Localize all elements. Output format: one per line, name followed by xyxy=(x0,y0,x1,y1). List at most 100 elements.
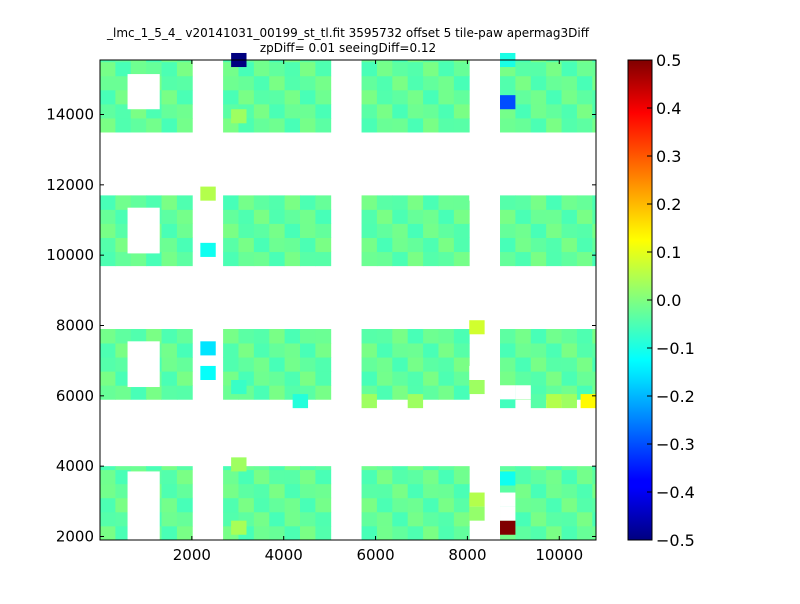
heatmap-cell xyxy=(269,223,286,238)
heatmap-cell xyxy=(546,223,562,238)
heatmap-cell xyxy=(530,329,547,344)
heatmap-cell xyxy=(423,357,439,372)
heatmap-cell xyxy=(392,251,409,267)
heatmap-cell xyxy=(130,466,147,471)
heatmap-cell xyxy=(438,223,455,238)
heatmap-cell xyxy=(376,385,393,400)
heatmap-cell xyxy=(407,89,424,105)
heatmap-cell xyxy=(530,61,547,77)
heatmap-cell xyxy=(423,237,439,253)
heatmap-cell xyxy=(115,343,132,358)
heatmap-cell xyxy=(576,525,593,541)
heatmap-cell xyxy=(130,118,147,133)
heatmap-cell xyxy=(361,497,378,513)
heatmap-cell xyxy=(361,525,378,541)
heatmap-cell xyxy=(592,118,597,133)
heatmap-cell xyxy=(530,75,547,91)
x-tick-label: 10000 xyxy=(535,546,583,564)
heatmap-cell xyxy=(161,61,178,77)
heatmap-cell xyxy=(453,103,470,119)
heatmap-cell xyxy=(146,385,162,400)
heatmap-cell xyxy=(515,483,532,499)
heatmap-cell xyxy=(253,511,270,527)
heatmap-cell xyxy=(453,329,470,344)
heatmap-cell xyxy=(176,329,193,344)
heatmap-cell xyxy=(253,103,270,119)
heatmap-cell xyxy=(376,525,393,541)
heatmap-cell xyxy=(100,118,116,133)
heatmap-cell xyxy=(530,237,547,253)
heatmap-cell xyxy=(392,118,409,133)
heatmap-cell xyxy=(315,483,332,499)
heatmap-cell xyxy=(161,357,178,372)
heatmap-cell xyxy=(161,469,178,485)
heatmap-cell xyxy=(284,75,301,91)
heatmap-cell xyxy=(561,237,578,253)
heatmap-cell-highlight xyxy=(469,380,485,395)
colorbar-tick-label: 0.3 xyxy=(656,147,681,166)
heatmap-cell xyxy=(453,237,470,253)
heatmap-cell xyxy=(438,371,455,386)
empty-cell xyxy=(500,385,516,400)
heatmap-cell xyxy=(315,525,332,541)
heatmap-cell xyxy=(561,118,578,133)
heatmap-cell xyxy=(561,223,578,238)
heatmap-cell xyxy=(115,209,132,224)
heatmap-cell xyxy=(592,89,597,105)
heatmap-cell xyxy=(100,237,116,253)
heatmap-cell xyxy=(300,371,316,386)
heatmap-cell xyxy=(176,237,193,253)
colorbar-axis: 0.5 0.4 0.3 0.2 0.1 0.0 −0.1 −0.2 −0.3 −0.4 −0.5 xyxy=(647,51,695,550)
heatmap-cell xyxy=(423,103,439,119)
heatmap-cell xyxy=(100,343,116,358)
heatmap-cell xyxy=(423,60,439,63)
heatmap-cell xyxy=(269,469,286,485)
heatmap-cell xyxy=(284,371,301,386)
heatmap-cell xyxy=(176,511,193,527)
heatmap-cell xyxy=(438,118,455,133)
heatmap-cell xyxy=(100,103,116,119)
heatmap-cell xyxy=(146,60,162,63)
heatmap-cell xyxy=(515,195,532,210)
heatmap-cell xyxy=(392,497,409,513)
heatmap-cell xyxy=(561,195,578,210)
empty-cell xyxy=(469,186,485,201)
heatmap-cell xyxy=(423,61,439,77)
heatmap-cell xyxy=(392,61,409,77)
heatmap-cell xyxy=(407,497,424,513)
y-tick-label: 6000 xyxy=(56,387,94,405)
heatmap-cell xyxy=(376,483,393,499)
heatmap-cell xyxy=(284,209,301,224)
heatmap-cell xyxy=(392,525,409,541)
heatmap-cell-highlight xyxy=(500,520,516,535)
heatmap-cell xyxy=(515,89,532,105)
heatmap-cell xyxy=(500,195,516,210)
heatmap-cell xyxy=(176,75,193,91)
colorbar-tick-label: −0.2 xyxy=(656,387,695,406)
x-tick-label: 8000 xyxy=(448,546,486,564)
heatmap-cell xyxy=(453,251,470,267)
heatmap-cell xyxy=(176,371,193,386)
heatmap-cell xyxy=(115,223,132,238)
heatmap-cell-highlight xyxy=(469,492,485,507)
heatmap-cell xyxy=(438,89,455,105)
heatmap-cell xyxy=(576,251,593,267)
heatmap-cell xyxy=(546,237,562,253)
y-tick-label: 10000 xyxy=(46,246,94,264)
heatmap-cell xyxy=(238,329,255,344)
empty-region xyxy=(127,471,160,540)
heatmap-cell xyxy=(423,329,439,344)
heatmap-cell xyxy=(376,118,393,133)
heatmap-cell xyxy=(530,209,547,224)
heatmap-cell xyxy=(453,209,470,224)
heatmap-cell xyxy=(576,497,593,513)
heatmap-cell xyxy=(546,483,562,499)
heatmap-cell xyxy=(392,466,409,471)
heatmap-cell xyxy=(500,371,516,386)
heatmap-cell xyxy=(315,466,332,471)
heatmap-cell xyxy=(576,329,593,344)
heatmap-cell xyxy=(115,385,132,400)
heatmap-cell xyxy=(376,75,393,91)
heatmap-cell xyxy=(115,75,132,91)
heatmap-cell-highlight xyxy=(469,320,485,335)
